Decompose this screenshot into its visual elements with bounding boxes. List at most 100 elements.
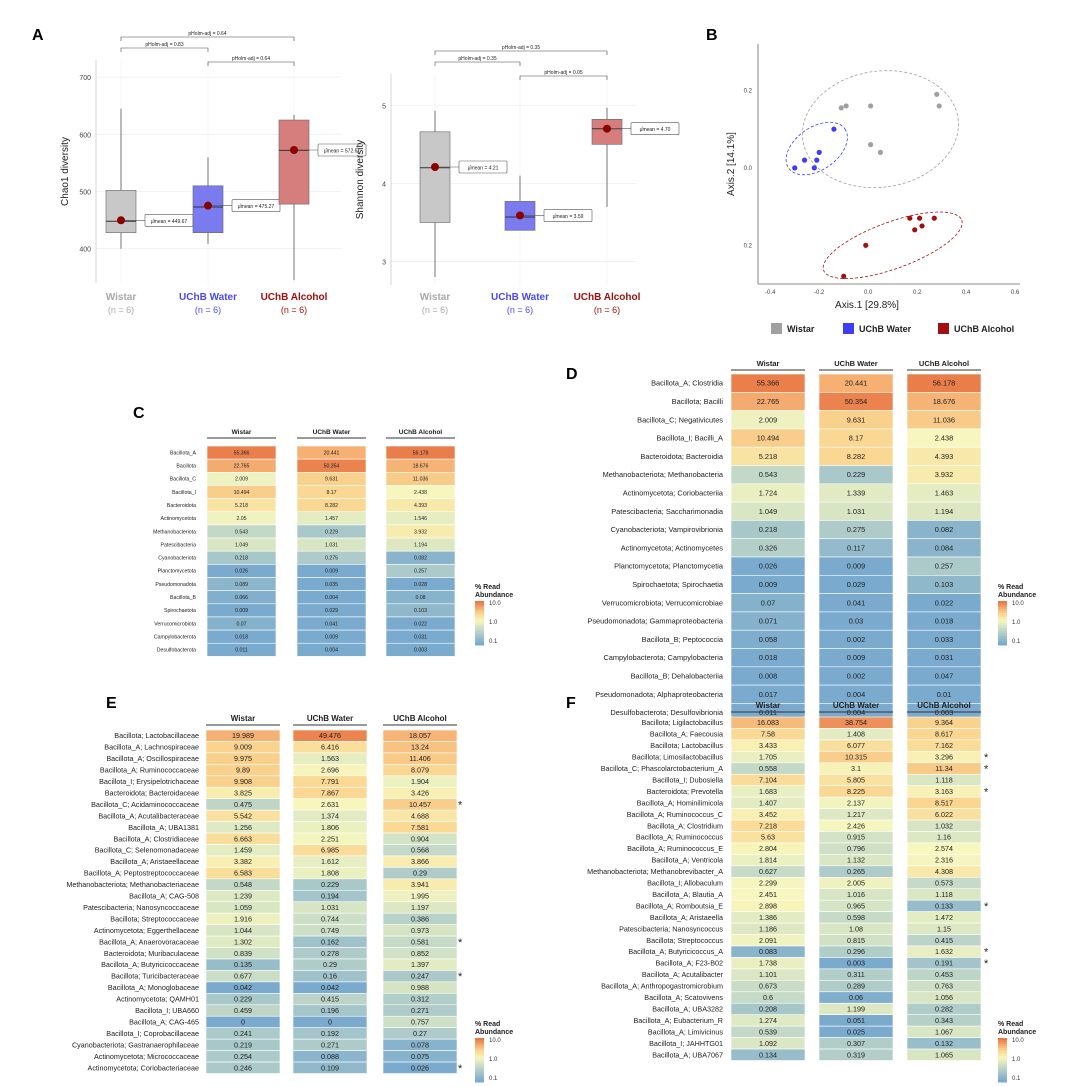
cell-value: 0.229 [325,529,338,535]
row-label: Patescibacteria; Nanosyncoccaceae [83,903,199,912]
ellipse-1 [785,121,848,176]
cell-value: 18.676 [933,397,956,406]
heatmap-row: Methanobacteriota; Methanobacteria 0.543 0… [603,465,982,485]
heatmap-row: Bacillota_A; UBA1381 1.256 1.806 7.581 [128,821,458,834]
heatmap-row: Bacillota; Limosilactobacillus 1.705 10.31… [632,751,989,764]
scatter-point [816,149,822,155]
cell-value: 0.009 [847,653,866,662]
column-header: UChB Alcohol [917,701,970,710]
cell-value: 10.315 [845,753,867,762]
comparison-bracket: pHolm-adj = 0.64 [120,31,295,41]
cell-value: 1.118 [935,890,952,899]
cell-value: 1.632 [935,947,953,956]
column-header: Wistar [757,359,780,368]
cell-value: 1.016 [847,890,865,899]
heatmap-row: Bacillota_A; Acutalibacteraceae 5.542 1.37… [98,809,458,822]
heatmap-row: Bacillota_A; Ventricola 1.814 1.132 2.316 [651,854,982,867]
heatmap-row: Actinomycetota 2.05 1.457 1.546 [161,511,456,526]
row-label: Bacillota_A; Butyricicoccus_A [628,947,723,956]
cell-value: 2.009 [759,415,778,424]
cell-value: 3.296 [935,753,953,762]
cell-value: 1.031 [321,903,339,912]
column-header: UChB Water [313,429,351,436]
cell-value: 0.16 [323,972,337,981]
cell-value: 7.162 [935,741,953,750]
heatmap-row: Bacillota_A; Aristaeellaceae 3.382 1.612 3.… [110,855,458,868]
mean-label: μ̂mean = 572.61 [317,143,367,157]
cell-value: 0.06 [849,993,863,1002]
cell-value: 7.791 [321,777,339,786]
row-label: Bacillota_C; Phascolarctobacterium_A [601,764,723,773]
cell-value: 5.805 [847,775,865,784]
cell-value: 1.217 [847,810,865,819]
heatmap-row: Bacillota 22.765 50.354 18.676 [176,458,456,473]
scatter-point [931,215,937,221]
heatmap-row: Bacillota_A; Anaerovoracaceae 1.302 0.162 0… [99,935,463,949]
row-label: Bacillota; Streptococcaceae [110,914,199,923]
legend-item: UChB Water [843,323,912,334]
cell-value: 1.059 [234,903,252,912]
mean-point [290,145,298,154]
comparison-bracket: pHolm-adj = 0.35 [434,56,521,66]
cell-value: 7.581 [411,823,429,832]
cell-value: 1.397 [411,960,429,969]
cell-value: 0.047 [935,672,954,681]
cell-value: 0 [241,1017,245,1026]
cell-value: 3.932 [935,470,954,479]
pcoa-plot: -0.4 -0.2 0.0 0.2 0.4 0.6 0.2 0.0 0.2 Axis.1 [29.… [726,44,1020,334]
cell-value: 0.257 [414,569,427,575]
cell-value: 0.071 [759,617,778,626]
heatmap-row: Bacillota_I 10.494 8.17 2.438 [172,485,456,499]
heatmap-cell [205,1061,281,1074]
row-label: Bacillota_A; Clostridia [651,379,724,388]
cell-value: 0.084 [935,543,954,552]
cell-value: 0.296 [847,947,865,956]
heatmap-cell [296,642,367,657]
heatmap-row: Bacillota_B; Dehalobacteriia 0.008 0.002 0.… [631,666,982,686]
cell-value: 1.408 [847,730,865,739]
cell-value: 0.343 [935,1016,953,1025]
cell-value: 1.049 [759,507,778,516]
cell-value: 0.271 [411,1006,429,1015]
svg-text:0.1: 0.1 [1012,1076,1021,1082]
panel-label-a: A [32,27,44,44]
cell-value: 7.218 [759,821,777,830]
cell-value: 6.985 [321,846,339,855]
row-label: Verrucomicrobiota [154,621,196,627]
heatmap-row: Patescibacteria 1.049 1.031 1.194 [161,537,456,552]
box-0 [419,131,451,223]
row-label: Planctomycetota; Planctomycetia [614,562,724,571]
legend-item: Wistar [771,323,815,334]
svg-text:0.1: 0.1 [1012,639,1021,645]
row-label: Actinomycetota; Coriobacteriaceae [88,1063,199,1072]
heatmap-row: Bacillota_A; CAG-508 1.239 0.194 1.995 [129,889,458,903]
cell-value: 0.386 [411,914,429,923]
group-label: Wistar [420,292,451,303]
cell-value: 6.416 [321,743,339,752]
cell-value: 1.563 [321,754,339,763]
y-axis-label: Axis.2 [14.1%] [726,132,737,196]
cell-value: 0.29 [413,869,427,878]
heatmap-row: Desulfobacterota 0.011 0.004 0.003 [157,642,456,657]
cell-value: 3.825 [234,788,252,797]
heatmap-cell [382,1061,458,1074]
significance-star: * [984,752,989,764]
cell-value: 2.438 [414,490,427,496]
cell-value: 0.009 [235,608,248,614]
heatmap-row: Bacillota_A; Eubacterium_R 1.274 0.051 0.34… [634,1014,982,1027]
cell-value: 1.239 [234,892,252,901]
cell-value: 1.197 [411,903,429,912]
cell-value: 3.941 [411,880,429,889]
heatmap-row: Bacillota_A; Ruminococcus_E 2.804 0.796 2.5… [627,842,982,855]
row-label: Bacillota_A; Ruminococcaceae [100,766,199,775]
cell-value: 2.574 [935,844,953,853]
row-label: Bacillota_A; Ruminococcus_C [627,810,723,819]
cell-value: 0.459 [234,1006,252,1015]
cell-value: 1.916 [234,914,252,923]
svg-text:10.0: 10.0 [1012,1038,1024,1044]
cell-value: 0.088 [321,1052,339,1061]
panel-label-e: E [106,695,117,712]
cell-value: 0.475 [234,800,252,809]
cell-value: 1.904 [411,777,429,786]
cell-value: 1.612 [321,857,339,866]
